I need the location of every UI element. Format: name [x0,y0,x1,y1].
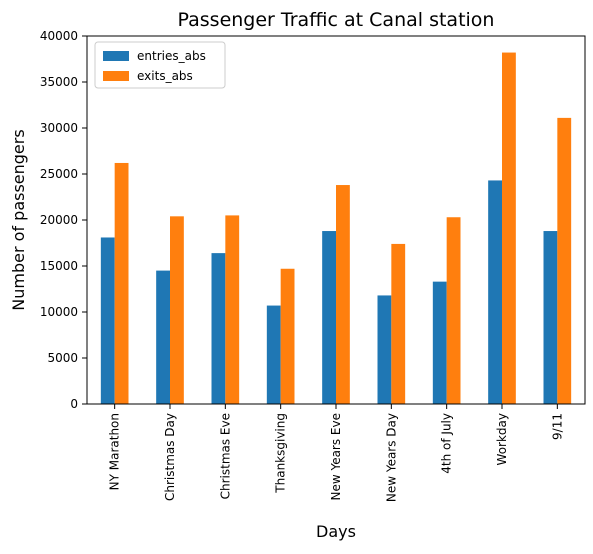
y-tick-label: 20000 [40,213,78,227]
legend-swatch-entries_abs [103,51,129,61]
bar-entries_abs-1 [156,270,170,404]
bar-exits_abs-0 [114,162,129,404]
x-axis-label: Days [316,522,356,541]
y-tick-label: 25000 [40,167,78,181]
x-tick-label: Christmas Eve [218,413,232,499]
x-tick-label: Christmas Day [163,413,177,501]
y-tick-label: 5000 [47,351,78,365]
bar-exits_abs-4 [336,185,350,404]
chart-title: Passenger Traffic at Canal station [178,9,495,31]
x-tick-label: New Years Eve [329,413,343,501]
y-axis: 0 5000 10000 15000 20000 25000 30000 35000 40000 [40,29,87,411]
bar-exits_abs-1 [170,216,184,404]
bar-exits_abs-8 [557,117,572,404]
plot-frame [86,35,586,405]
x-tick-label: New Years Day [384,413,398,502]
bar-entries_abs-3 [266,305,281,404]
bar-entries_abs-4 [322,231,336,404]
bars-layer [100,52,572,405]
bar-entries_abs-2 [211,253,226,404]
bar-exits_abs-7 [502,52,516,405]
x-tick-label: Thanksgiving [274,413,288,494]
legend-swatch-exits_abs [103,71,129,81]
y-tick-label: 35000 [40,75,78,89]
y-tick-label: 15000 [40,259,78,273]
legend-label-exits_abs: exits_abs [137,69,193,83]
legend-label-entries_abs: entries_abs [137,49,206,63]
x-tick-label: NY Marathon [108,413,122,490]
bar-entries_abs-0 [100,237,115,404]
y-tick-label: 0 [70,397,78,411]
bar-entries_abs-5 [377,295,392,404]
bar-exits_abs-2 [225,215,240,404]
x-axis: NY Marathon Christmas Day Christmas Eve Tha… [108,404,564,502]
bar-entries_abs-8 [543,231,558,404]
legend: entries_abs exits_abs [94,41,226,89]
bar-entries_abs-6 [432,281,447,404]
bar-entries_abs-7 [488,180,502,404]
x-tick-label: 4th of July [440,413,454,474]
y-axis-label: Number of passengers [9,129,28,310]
y-tick-label: 30000 [40,121,78,135]
x-tick-label: Workday [495,413,509,465]
bar-exits_abs-5 [391,243,406,404]
y-tick-label: 40000 [40,29,78,43]
bar-exits_abs-6 [446,217,461,404]
bar-exits_abs-3 [280,268,295,404]
x-tick-label: 9/11 [550,413,564,440]
y-tick-label: 10000 [40,305,78,319]
